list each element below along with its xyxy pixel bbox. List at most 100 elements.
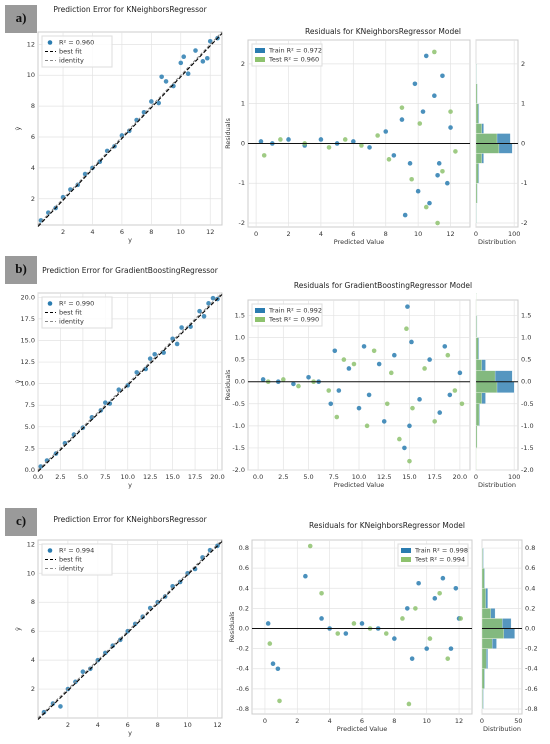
x-tick-label: 0 [474,230,478,238]
y-tick-label: -0.2 [525,645,538,653]
point [435,220,440,226]
x-tick-label: 10.0 [121,473,135,481]
x-tick-label: 100 [508,473,520,481]
panel-label-box [5,508,37,536]
y-tick-label: 1.0 [235,334,245,342]
x-tick-label: 5.0 [303,473,313,481]
point [399,105,405,110]
chart-title: Residuals for KNeighborsRegressor Model [305,27,461,36]
y-tick-label: 0.8 [239,544,249,552]
x-tick-label: 8 [392,717,396,725]
histogram-bar [481,608,491,619]
point [281,377,286,382]
x-tick-label: 4 [90,228,94,236]
x-tick-label: 10 [183,721,191,729]
histogram-bar [481,568,485,589]
y-tick-label: 1 [241,100,245,108]
point [210,295,216,301]
point [402,445,407,451]
chart-title: Prediction Error for KNeighborsRegressor [53,5,207,14]
point [359,621,365,626]
point [267,641,273,646]
point [336,388,342,393]
y-axis-label: Residuals [224,117,232,148]
point [407,458,412,464]
x-axis-label: Distribution [478,481,516,489]
histogram-bar [481,688,483,710]
point [179,325,184,330]
legend-label: Train R² = 0.972 [268,47,322,55]
x-tick-label: 17.5 [188,473,202,481]
x-tick-label: 0 [474,473,478,481]
point [204,55,210,61]
point [326,145,332,150]
point [413,606,418,611]
histogram-bar [475,425,478,449]
point [200,59,206,64]
x-tick-label: 12 [213,721,221,729]
y-tick-label: -1 [239,179,245,187]
point [442,344,448,349]
x-tick-label: 2 [61,228,65,236]
y-tick-label: -1.5 [521,444,534,452]
y-tick-label: 6 [31,627,35,635]
point [346,366,352,371]
y-tick-label: -0.6 [236,685,249,693]
point [343,631,349,636]
x-axis-label: y [128,236,132,244]
point [89,415,95,420]
histogram-bar [475,143,500,154]
point [201,314,207,319]
x-axis-label: Predicted Value [334,481,384,489]
y-tick-label: -0.8 [525,705,538,713]
point [407,161,413,166]
y-tick-label: 10.0 [21,380,35,388]
point [371,348,377,354]
point [452,388,458,393]
y-axis-label: ŷ [14,379,22,383]
point [407,423,412,429]
point [334,414,340,420]
legend-box [41,296,113,329]
point [38,464,43,469]
point [404,326,409,332]
y-tick-label: -2 [239,219,245,227]
y-tick-label: 0.0 [239,625,249,633]
legend-box [251,43,323,67]
y-tick-label: 4 [31,164,35,172]
point [46,210,51,215]
histogram-bar [481,638,493,649]
point [159,74,164,80]
point [445,352,451,358]
point [424,646,430,651]
point [392,636,397,641]
point [375,133,380,138]
point [445,656,451,661]
identity-line [37,31,223,226]
point [342,137,348,142]
y-tick-label: 0 [241,139,245,147]
legend-label: identity [59,318,84,326]
panel-label-box [5,256,37,284]
x-tick-label: 0.0 [253,473,263,481]
y-axis-label: ŷ [14,126,22,130]
histogram-bar [481,648,487,669]
x-tick-label: 12.5 [143,473,157,481]
x-tick-label: 12 [206,228,214,236]
y-tick-label: 12.5 [21,358,35,366]
histogram-bar [475,163,479,184]
x-tick-label: 2.5 [278,473,288,481]
y-tick-label: -2.0 [521,466,534,474]
y-tick-label: 10 [27,569,35,577]
y-tick-label: 2 [241,60,245,68]
point [448,109,453,114]
point [406,701,412,707]
y-tick-label: 1 [521,100,525,108]
x-tick-label: 15.0 [165,473,179,481]
x-tick-label: 12 [455,717,463,725]
y-tick-label: 2 [521,60,525,68]
y-tick-label: -1 [521,179,527,187]
legend-marker [255,57,265,62]
y-tick-label: -2.0 [232,466,245,474]
legend-label: Test R² = 0.994 [414,556,465,564]
